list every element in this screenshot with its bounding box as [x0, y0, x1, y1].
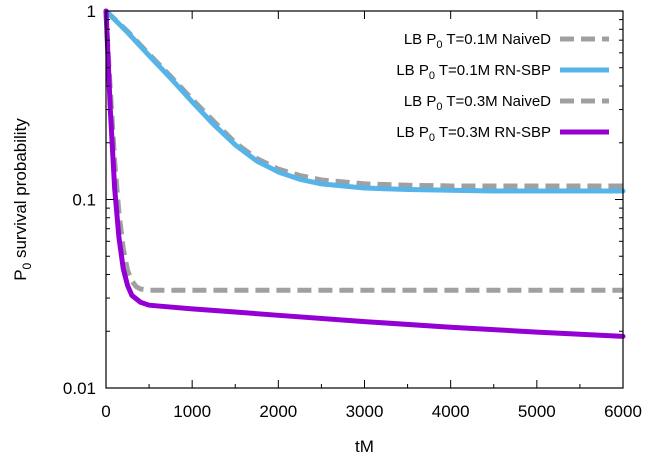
- x-tick-label: 3000: [346, 402, 384, 421]
- x-tick-label: 1000: [173, 402, 211, 421]
- legend-label-1: LB P0 T=0.1M NaiveD: [404, 31, 551, 51]
- x-tick-label: 0: [101, 402, 110, 421]
- y-axis-title-main: P: [11, 269, 30, 280]
- x-tick-label: 6000: [604, 402, 642, 421]
- legend-label-4: LB P0 T=0.3M RN-SBP: [396, 124, 551, 144]
- series-line-4: [103, 8, 626, 339]
- x-axis-title: tM: [355, 437, 374, 456]
- y-tick-label: 0.1: [72, 191, 96, 210]
- x-tick-label: 5000: [518, 402, 556, 421]
- plot-area: [106, 11, 623, 388]
- legend-label-2: LB P0 T=0.1M RN-SBP: [396, 62, 551, 82]
- series-line-2: [103, 8, 626, 194]
- x-tick-label: 4000: [432, 402, 470, 421]
- y-axis-title-subscript: 0: [20, 262, 34, 269]
- y-tick-label: 0.01: [63, 379, 96, 398]
- legend-label-3: LB P0 T=0.3M NaiveD: [404, 93, 551, 113]
- legend: LB P0 T=0.1M NaiveD LB P0 T=0.1M RN-SBP LB…: [396, 31, 609, 144]
- y-tick-label: 1: [87, 2, 96, 21]
- y-axis-title-rest: survival probability: [11, 118, 30, 263]
- y-axis-title: P0 survival probability: [11, 118, 34, 281]
- series-layer: [103, 8, 626, 339]
- ticks-layer: 0 1000 2000 3000 4000 5000 6000 0.01 0.1 1: [63, 2, 642, 421]
- x-tick-label: 2000: [259, 402, 297, 421]
